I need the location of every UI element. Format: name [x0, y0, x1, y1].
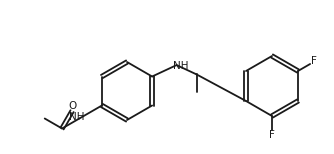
Text: F: F	[311, 56, 317, 66]
Text: O: O	[68, 101, 76, 111]
Text: NH: NH	[68, 113, 84, 122]
Text: NH: NH	[173, 61, 188, 71]
Text: F: F	[269, 130, 275, 140]
